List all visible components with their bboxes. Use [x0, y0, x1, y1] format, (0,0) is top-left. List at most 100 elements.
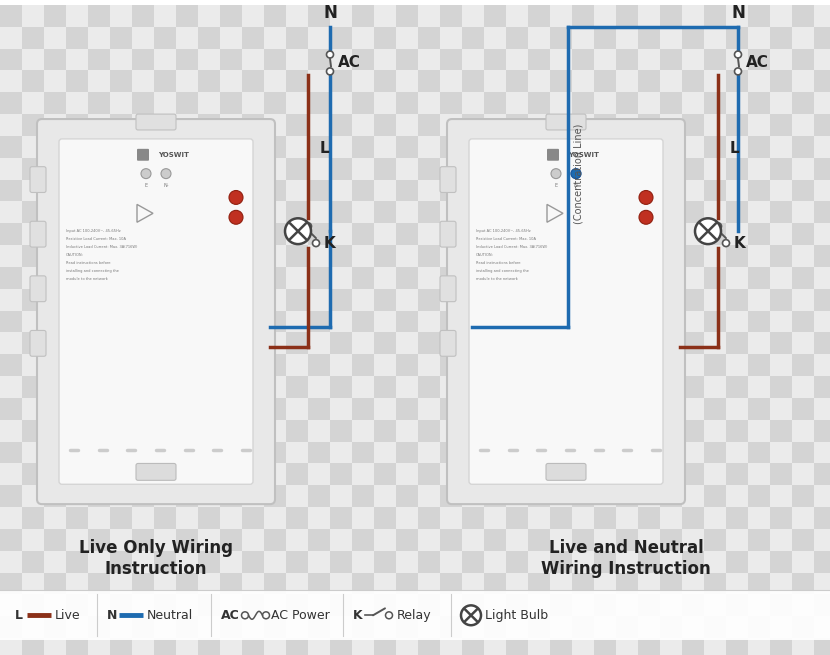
- Bar: [198, 223, 220, 245]
- Bar: [352, 638, 374, 655]
- Bar: [418, 420, 440, 441]
- Bar: [572, 71, 594, 92]
- Bar: [352, 441, 374, 464]
- Bar: [462, 507, 484, 529]
- Bar: [176, 114, 198, 136]
- Bar: [374, 202, 396, 223]
- Circle shape: [161, 169, 171, 179]
- Bar: [550, 572, 572, 595]
- Bar: [198, 420, 220, 441]
- Bar: [308, 572, 330, 595]
- Bar: [572, 441, 594, 464]
- Bar: [110, 333, 132, 354]
- Bar: [242, 114, 264, 136]
- Bar: [594, 202, 616, 223]
- Bar: [506, 223, 528, 245]
- Bar: [110, 507, 132, 529]
- Bar: [770, 114, 792, 136]
- Bar: [572, 136, 594, 158]
- Bar: [484, 48, 506, 71]
- Bar: [682, 638, 704, 655]
- Bar: [440, 333, 462, 354]
- Bar: [0, 595, 22, 616]
- Bar: [572, 245, 594, 267]
- Bar: [66, 551, 88, 572]
- Bar: [264, 267, 286, 289]
- Bar: [616, 551, 638, 572]
- Bar: [286, 223, 308, 245]
- Bar: [814, 289, 830, 310]
- Bar: [594, 376, 616, 398]
- Bar: [484, 638, 506, 655]
- Bar: [0, 333, 22, 354]
- Bar: [440, 638, 462, 655]
- Bar: [594, 616, 616, 638]
- Bar: [374, 638, 396, 655]
- Bar: [0, 136, 22, 158]
- Bar: [418, 158, 440, 179]
- Bar: [132, 420, 154, 441]
- Bar: [308, 223, 330, 245]
- Bar: [704, 48, 726, 71]
- Bar: [286, 5, 308, 27]
- Bar: [374, 420, 396, 441]
- Bar: [770, 441, 792, 464]
- Bar: [220, 48, 242, 71]
- Circle shape: [229, 191, 243, 204]
- Bar: [418, 267, 440, 289]
- Bar: [660, 420, 682, 441]
- FancyBboxPatch shape: [469, 139, 663, 484]
- Bar: [814, 376, 830, 398]
- Bar: [506, 376, 528, 398]
- Bar: [110, 27, 132, 48]
- Bar: [682, 529, 704, 551]
- Bar: [242, 48, 264, 71]
- Bar: [154, 202, 176, 223]
- Bar: [484, 179, 506, 202]
- Bar: [660, 507, 682, 529]
- Bar: [88, 420, 110, 441]
- Bar: [572, 179, 594, 202]
- Bar: [572, 333, 594, 354]
- Bar: [198, 485, 220, 507]
- Bar: [22, 92, 44, 114]
- Bar: [572, 223, 594, 245]
- Bar: [374, 223, 396, 245]
- Bar: [814, 71, 830, 92]
- Bar: [748, 638, 770, 655]
- Bar: [726, 179, 748, 202]
- Bar: [242, 310, 264, 333]
- Bar: [264, 136, 286, 158]
- Bar: [484, 376, 506, 398]
- Bar: [286, 136, 308, 158]
- Bar: [198, 136, 220, 158]
- Bar: [132, 310, 154, 333]
- Bar: [572, 289, 594, 310]
- Bar: [550, 551, 572, 572]
- Bar: [330, 376, 352, 398]
- Bar: [220, 420, 242, 441]
- Bar: [550, 485, 572, 507]
- Bar: [660, 71, 682, 92]
- Bar: [814, 595, 830, 616]
- Bar: [418, 48, 440, 71]
- Bar: [594, 245, 616, 267]
- Bar: [110, 485, 132, 507]
- Bar: [418, 223, 440, 245]
- Bar: [110, 245, 132, 267]
- Bar: [814, 27, 830, 48]
- Bar: [616, 245, 638, 267]
- Bar: [264, 5, 286, 27]
- Bar: [572, 572, 594, 595]
- Bar: [748, 71, 770, 92]
- Bar: [484, 333, 506, 354]
- Text: AC: AC: [338, 55, 361, 70]
- Bar: [198, 529, 220, 551]
- Bar: [132, 572, 154, 595]
- Bar: [198, 310, 220, 333]
- Bar: [440, 441, 462, 464]
- Bar: [0, 638, 22, 655]
- Bar: [748, 136, 770, 158]
- Bar: [572, 354, 594, 376]
- Bar: [176, 551, 198, 572]
